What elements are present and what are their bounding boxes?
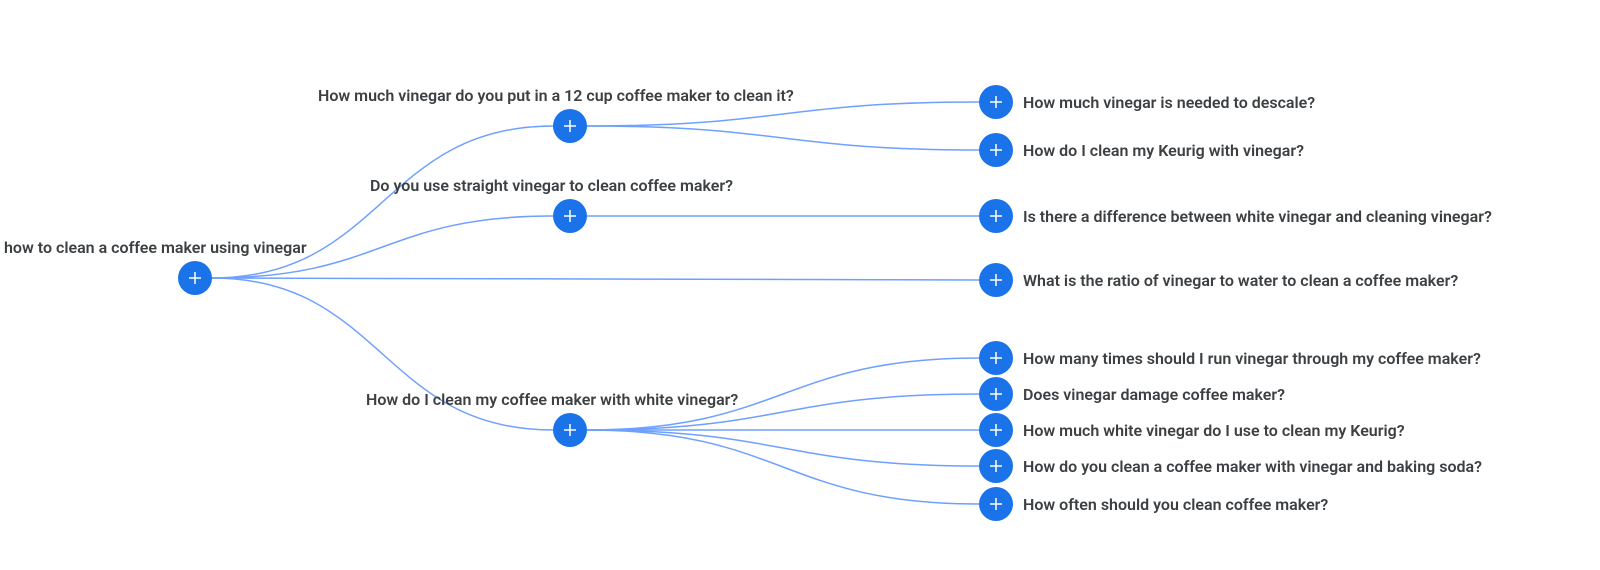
expand-node-button[interactable] <box>979 133 1013 167</box>
tree-node: Is there a difference between white vine… <box>979 199 1492 233</box>
tree-node: How do I clean my Keurig with vinegar? <box>979 133 1304 167</box>
tree-node <box>178 261 212 295</box>
node-label: how to clean a coffee maker using vinega… <box>4 238 307 257</box>
edge <box>587 430 979 504</box>
edge <box>587 430 979 466</box>
node-label: How do I clean my Keurig with vinegar? <box>1023 141 1304 160</box>
node-label: How often should you clean coffee maker? <box>1023 495 1328 514</box>
edge <box>212 278 979 280</box>
expand-node-button[interactable] <box>979 449 1013 483</box>
plus-icon <box>987 385 1005 403</box>
expand-node-button[interactable] <box>553 413 587 447</box>
plus-icon <box>987 495 1005 513</box>
tree-node: Does vinegar damage coffee maker? <box>979 377 1285 411</box>
tree-node <box>553 199 587 233</box>
expand-node-button[interactable] <box>979 413 1013 447</box>
tree-node <box>553 413 587 447</box>
plus-icon <box>987 141 1005 159</box>
expand-node-button[interactable] <box>553 199 587 233</box>
expand-node-button[interactable] <box>979 487 1013 521</box>
expand-node-button[interactable] <box>979 341 1013 375</box>
node-label: Does vinegar damage coffee maker? <box>1023 385 1285 404</box>
plus-icon <box>561 207 579 225</box>
plus-icon <box>987 93 1005 111</box>
plus-icon <box>987 271 1005 289</box>
node-label: Is there a difference between white vine… <box>1023 207 1492 226</box>
tree-node: How often should you clean coffee maker? <box>979 487 1328 521</box>
node-label: What is the ratio of vinegar to water to… <box>1023 271 1458 290</box>
node-label: How do I clean my coffee maker with whit… <box>366 390 738 409</box>
edge <box>587 102 979 126</box>
plus-icon <box>561 117 579 135</box>
plus-icon <box>987 421 1005 439</box>
expand-node-button[interactable] <box>979 377 1013 411</box>
tree-node: How many times should I run vinegar thro… <box>979 341 1481 375</box>
node-label: How much vinegar is needed to descale? <box>1023 93 1315 112</box>
tree-node: How much vinegar is needed to descale? <box>979 85 1315 119</box>
tree-node: How much white vinegar do I use to clean… <box>979 413 1405 447</box>
node-label: Do you use straight vinegar to clean cof… <box>370 176 733 195</box>
tree-node <box>553 109 587 143</box>
tree-node: How do you clean a coffee maker with vin… <box>979 449 1482 483</box>
expand-node-button[interactable] <box>979 263 1013 297</box>
expand-node-button[interactable] <box>178 261 212 295</box>
node-label: How do you clean a coffee maker with vin… <box>1023 457 1482 476</box>
expand-node-button[interactable] <box>979 199 1013 233</box>
plus-icon <box>987 457 1005 475</box>
expand-node-button[interactable] <box>979 85 1013 119</box>
edge <box>587 126 979 150</box>
node-label: How much vinegar do you put in a 12 cup … <box>318 86 794 105</box>
plus-icon <box>186 269 204 287</box>
node-label: How many times should I run vinegar thro… <box>1023 349 1481 368</box>
plus-icon <box>561 421 579 439</box>
tree-node: What is the ratio of vinegar to water to… <box>979 263 1458 297</box>
plus-icon <box>987 349 1005 367</box>
node-label: How much white vinegar do I use to clean… <box>1023 421 1405 440</box>
plus-icon <box>987 207 1005 225</box>
expand-node-button[interactable] <box>553 109 587 143</box>
